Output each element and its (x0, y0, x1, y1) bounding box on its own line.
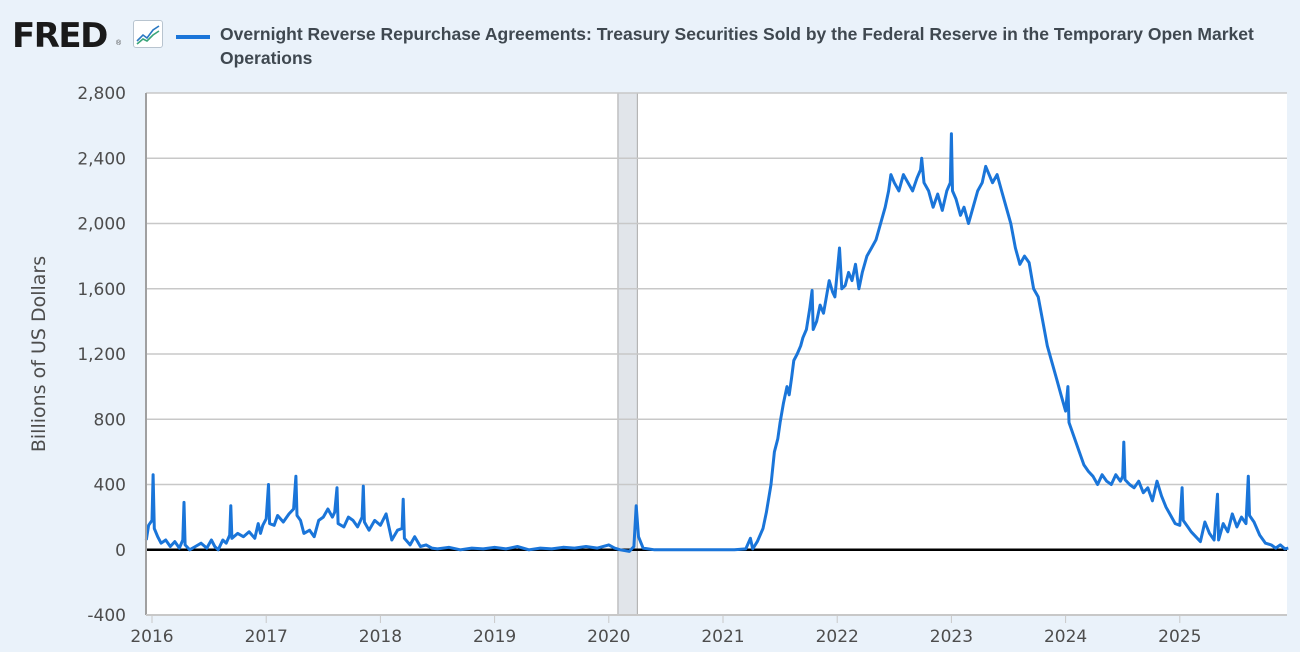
x-tick-label: 2019 (473, 627, 516, 647)
x-tick-label: 2024 (1044, 627, 1087, 647)
legend-series-swatch (176, 35, 210, 39)
x-tick-label: 2018 (359, 627, 402, 647)
x-tick-label: 2016 (130, 627, 173, 647)
y-tick-label: -400 (87, 606, 126, 626)
registered-mark: ® (116, 40, 122, 47)
y-tick-label: 400 (94, 476, 126, 496)
y-axis-label: Billions of US Dollars (28, 256, 50, 452)
x-tick-label: 2025 (1158, 627, 1201, 647)
x-tick-label: 2017 (245, 627, 288, 647)
y-tick-label: 2,800 (77, 84, 126, 104)
x-tick-label: 2021 (701, 627, 744, 647)
x-tick-label: 2023 (930, 627, 973, 647)
x-tick-label: 2022 (816, 627, 859, 647)
y-tick-label: 1,200 (77, 345, 126, 365)
y-tick-label: 2,000 (77, 215, 126, 235)
y-tick-label: 800 (94, 410, 126, 430)
y-tick-label: 2,400 (77, 149, 126, 169)
chart-title: Overnight Reverse Repurchase Agreements:… (220, 24, 1254, 68)
series-line (144, 132, 1289, 553)
chart-header: FRED ® Overnight Reverse Repurchase Agre… (0, 0, 1300, 80)
fred-logo[interactable]: FRED (12, 16, 108, 56)
y-tick-label: 0 (115, 541, 126, 561)
line-chart-icon (133, 20, 163, 48)
x-tick-label: 2020 (587, 627, 630, 647)
y-tick-label: 1,600 (77, 280, 126, 300)
